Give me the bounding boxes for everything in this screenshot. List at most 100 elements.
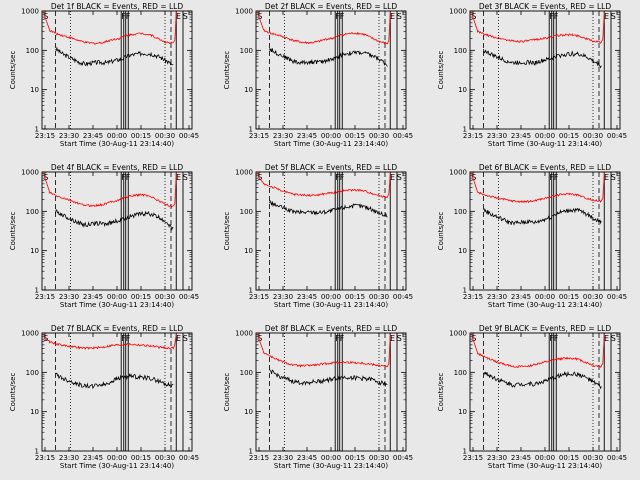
y-tick-label: 1	[463, 126, 467, 134]
flag-marker-label: E	[604, 173, 609, 182]
x-tick-label: 00:45	[607, 132, 627, 140]
y-tick-label: 1000	[21, 8, 39, 16]
x-tick-label: 00:15	[345, 293, 365, 301]
flag-marker-label: F	[121, 12, 126, 21]
x-tick-label: 23:30	[487, 293, 507, 301]
y-tick-label: 1000	[449, 330, 467, 338]
events-series-line	[269, 199, 388, 218]
y-tick-label: 1	[249, 448, 253, 456]
flag-marker-label: E	[604, 334, 609, 343]
x-tick-label: 00:00	[535, 132, 555, 140]
flag-marker-label: E	[390, 12, 395, 21]
flag-marker-label: S	[257, 12, 262, 21]
flag-marker-label: E	[604, 12, 609, 21]
plot-panel-6: Det 6f BLACK = Events, RED = LLD Counts/s…	[437, 163, 627, 309]
x-tick-label: 23:45	[297, 293, 317, 301]
plot-panel-2: Det 2f BLACK = Events, RED = LLD Counts/s…	[223, 2, 413, 148]
events-series-line	[269, 368, 388, 388]
x-tick-label: 00:15	[559, 132, 579, 140]
x-tick-label: 00:00	[535, 454, 555, 462]
x-axis-label: Start Time (30-Aug-11 23:14:40)	[488, 140, 602, 148]
plot-frame	[255, 171, 407, 291]
y-tick-label: 1	[249, 287, 253, 295]
x-tick-label: 00:45	[179, 293, 199, 301]
y-tick-label: 1000	[449, 169, 467, 177]
x-tick-label: 00:45	[393, 132, 413, 140]
x-tick-label: 23:45	[511, 132, 531, 140]
plot-frame	[255, 332, 407, 452]
x-tick-label: 23:30	[59, 454, 79, 462]
x-tick-label: 00:45	[393, 293, 413, 301]
x-tick-label: 00:30	[155, 132, 175, 140]
plot-frame	[41, 332, 193, 452]
y-tick-label: 10	[458, 408, 467, 416]
plot-panel-3: Det 3f BLACK = Events, RED = LLD Counts/s…	[437, 2, 627, 148]
x-tick-label: 00:00	[321, 132, 341, 140]
y-tick-label: 1000	[21, 330, 39, 338]
x-tick-label: 23:15	[463, 454, 483, 462]
plot-title: Det 5f BLACK = Events, RED = LLD	[265, 163, 398, 172]
x-tick-label: 23:30	[273, 454, 293, 462]
events-series-line	[55, 372, 174, 390]
flag-marker-label: S	[471, 12, 476, 21]
x-tick-label: 00:15	[131, 454, 151, 462]
y-tick-label: 10	[458, 247, 467, 255]
x-tick-label: 00:30	[369, 454, 389, 462]
flag-marker-label: S	[257, 173, 262, 182]
x-tick-label: 00:15	[345, 454, 365, 462]
x-tick-label: 00:15	[131, 293, 151, 301]
x-tick-label: 00:00	[107, 293, 127, 301]
x-tick-label: 00:45	[607, 293, 627, 301]
lld-series-line	[43, 333, 177, 350]
x-tick-label: 23:45	[83, 132, 103, 140]
flag-marker-label: F	[335, 12, 340, 21]
y-tick-label: 1	[35, 287, 39, 295]
flag-marker-label: F	[340, 334, 345, 343]
lld-series-line	[43, 172, 177, 208]
flag-marker-label: F	[126, 12, 131, 21]
y-tick-label: 1000	[235, 8, 253, 16]
flag-marker-label: F	[554, 173, 559, 182]
flag-marker-label: S	[471, 173, 476, 182]
x-tick-label: 23:45	[511, 454, 531, 462]
x-axis-label: Start Time (30-Aug-11 23:14:40)	[274, 301, 388, 309]
x-tick-label: 23:15	[463, 132, 483, 140]
x-tick-label: 00:30	[583, 293, 603, 301]
y-tick-label: 100	[26, 208, 39, 216]
y-axis-label: Counts/sec	[437, 373, 445, 412]
flag-marker-label: E	[176, 334, 181, 343]
x-tick-label: 00:45	[607, 454, 627, 462]
x-tick-label: 00:30	[369, 132, 389, 140]
lld-series-line	[257, 172, 391, 199]
x-tick-label: 23:30	[487, 132, 507, 140]
x-tick-label: 00:15	[559, 454, 579, 462]
plot-title: Det 7f BLACK = Events, RED = LLD	[51, 324, 184, 333]
y-tick-label: 100	[454, 369, 467, 377]
x-tick-label: 23:15	[249, 454, 269, 462]
flag-marker-label: E	[390, 334, 395, 343]
plot-title: Det 8f BLACK = Events, RED = LLD	[265, 324, 398, 333]
x-tick-label: 00:00	[321, 454, 341, 462]
flag-marker-label: S	[43, 173, 48, 182]
y-tick-label: 10	[30, 86, 39, 94]
x-tick-label: 00:15	[345, 132, 365, 140]
x-tick-label: 23:30	[487, 454, 507, 462]
y-tick-label: 100	[454, 47, 467, 55]
flag-marker-label: S	[611, 334, 616, 343]
x-tick-label: 00:00	[107, 454, 127, 462]
y-axis-label: Counts/sec	[437, 51, 445, 90]
flag-marker-label: S	[471, 334, 476, 343]
x-axis-label: Start Time (30-Aug-11 23:14:40)	[60, 301, 174, 309]
plot-title: Det 1f BLACK = Events, RED = LLD	[51, 2, 184, 11]
flag-marker-label: F	[340, 173, 345, 182]
flag-marker-label: F	[126, 173, 131, 182]
events-series-line	[483, 207, 602, 226]
plot-panel-7: Det 7f BLACK = Events, RED = LLD Counts/s…	[9, 324, 199, 470]
x-tick-label: 23:30	[273, 293, 293, 301]
y-axis-label: Counts/sec	[223, 373, 231, 412]
x-tick-label: 23:15	[249, 293, 269, 301]
y-tick-label: 100	[240, 47, 253, 55]
x-axis-label: Start Time (30-Aug-11 23:14:40)	[488, 301, 602, 309]
lld-series-line	[471, 11, 605, 44]
